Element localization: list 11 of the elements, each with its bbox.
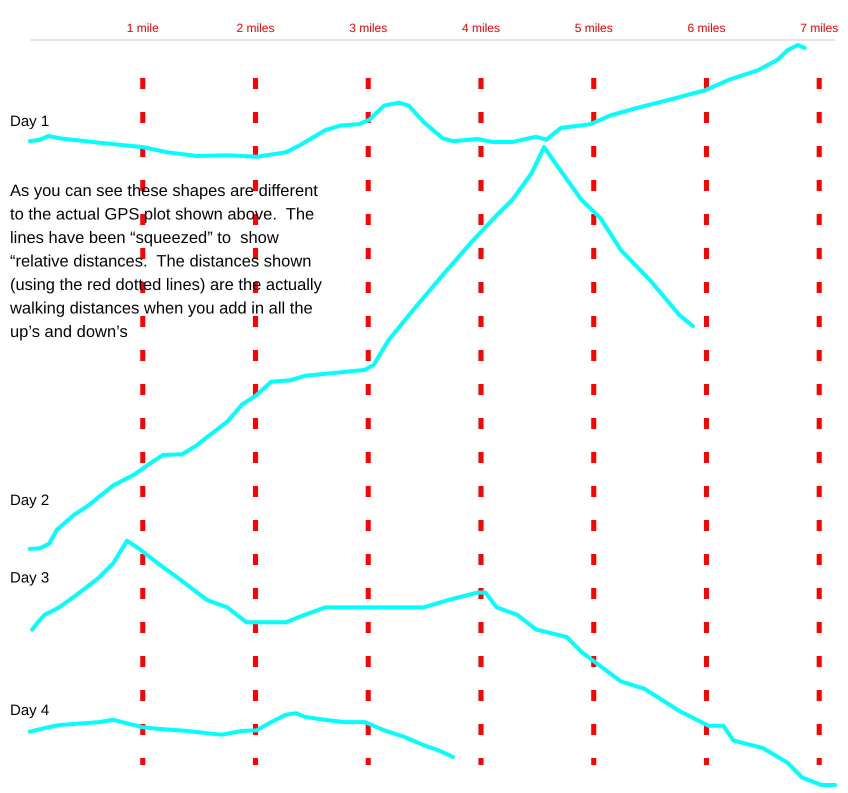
series-label: Day 3 (10, 570, 50, 587)
x-tick-label: 1 mile (126, 21, 160, 35)
x-tick-label: 2 miles (236, 21, 274, 35)
series-label: Day 1 (10, 113, 50, 130)
x-tick-label: 5 miles (574, 21, 613, 35)
series-label: Day 2 (10, 492, 50, 509)
x-tick-label: 6 miles (687, 21, 726, 35)
x-tick-label: 3 miles (349, 21, 388, 35)
series-label: Day 4 (10, 702, 50, 720)
x-tick-label: 7 miles (800, 21, 838, 35)
x-tick-label: 4 miles (462, 21, 500, 35)
